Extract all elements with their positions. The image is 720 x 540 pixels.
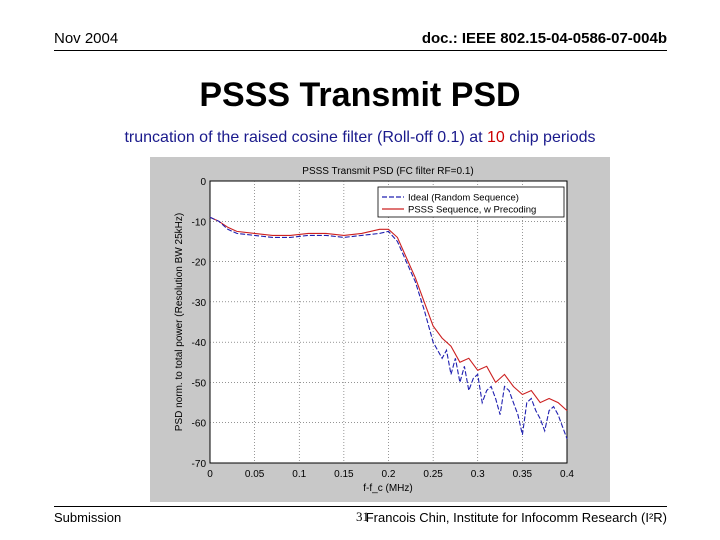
y-tick-label: -60 bbox=[192, 419, 207, 430]
x-tick-label: 0.1 bbox=[292, 469, 306, 480]
x-tick-label: 0 bbox=[207, 469, 213, 480]
slide-title: PSSS Transmit PSD bbox=[199, 76, 521, 114]
series-line-ideal bbox=[209, 216, 568, 439]
x-tick-label: 0.35 bbox=[513, 469, 533, 480]
grid-layer bbox=[210, 181, 567, 463]
footer-submission: Submission bbox=[54, 510, 122, 525]
chart-title: PSSS Transmit PSD (FC filter RF=0.1) bbox=[302, 166, 473, 177]
header-doc-id: doc.: IEEE 802.15-04-0586-07-004b bbox=[421, 30, 667, 47]
legend-box bbox=[377, 186, 565, 218]
y-tick-label: 0 bbox=[200, 177, 206, 188]
chart-ylabel: PSD norm. to total power (Resolution BW … bbox=[174, 213, 185, 431]
subtitle-highlight: 10 bbox=[487, 129, 505, 146]
subtitle-pre: truncation of the raised cosine filter (… bbox=[124, 129, 488, 146]
chart-xlabel: f-f_c (MHz) bbox=[363, 483, 412, 494]
footer-author: Francois Chin, Institute for Infocomm Re… bbox=[365, 510, 667, 525]
legend-label: Ideal (Random Sequence) bbox=[408, 193, 519, 204]
footer-rule bbox=[54, 506, 667, 507]
y-tick-label: -70 bbox=[192, 459, 207, 470]
x-tick-label: 0.25 bbox=[423, 469, 443, 480]
y-tick-label: -30 bbox=[192, 298, 207, 309]
psd-figure: PSSS Transmit PSD (FC filter RF=0.1) f-f… bbox=[150, 157, 610, 502]
y-tick-label: -10 bbox=[192, 217, 207, 228]
chart-legend: Ideal (Random Sequence)PSSS Sequence, w … bbox=[377, 186, 565, 218]
x-tick-label: 0.05 bbox=[245, 469, 265, 480]
y-tick-label: -40 bbox=[192, 338, 207, 349]
header-date: Nov 2004 bbox=[54, 30, 119, 47]
tick-layer: 0 0.05 0.1 0.15 0.2 0.25 0.3 0.35 0.4 0 -10 -20 -30 -… bbox=[192, 177, 575, 480]
x-tick-label: 0.4 bbox=[560, 469, 574, 480]
psd-chart: PSSS Transmit PSD (FC filter RF=0.1) f-f… bbox=[174, 166, 575, 494]
footer-page-number: 31 bbox=[356, 509, 369, 524]
series-layer bbox=[209, 216, 568, 439]
y-tick-label: -20 bbox=[192, 258, 207, 269]
header-rule bbox=[54, 50, 667, 51]
subtitle-post: chip periods bbox=[504, 129, 596, 146]
series-line-psss bbox=[209, 216, 568, 412]
slide-subtitle: truncation of the raised cosine filter (… bbox=[0, 129, 720, 147]
y-tick-label: -50 bbox=[192, 378, 207, 389]
x-tick-label: 0.2 bbox=[382, 469, 396, 480]
legend-label: PSSS Sequence, w Precoding bbox=[408, 205, 536, 216]
x-tick-label: 0.15 bbox=[334, 469, 354, 480]
x-tick-label: 0.3 bbox=[471, 469, 485, 480]
